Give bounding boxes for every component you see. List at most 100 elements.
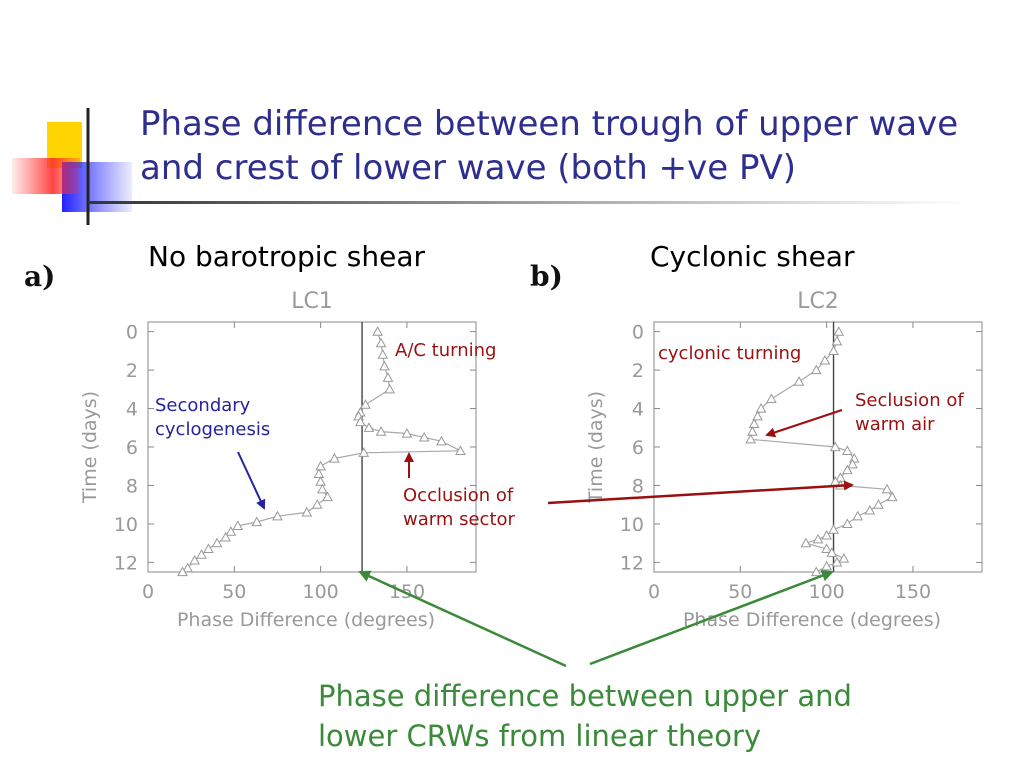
y-tick-label: 0 xyxy=(632,322,644,344)
data-point xyxy=(375,426,387,436)
panel-label-a: a) xyxy=(24,260,56,293)
y-tick-label: 10 xyxy=(114,514,138,536)
data-point xyxy=(377,349,389,359)
annotation-seclusion-line2: warm air xyxy=(855,414,935,435)
corner-decoration-icon xyxy=(12,108,140,225)
data-point xyxy=(375,337,387,348)
data-point xyxy=(752,410,763,421)
annotation-secondary-line1: Secondary xyxy=(155,395,251,416)
data-point xyxy=(881,483,893,494)
data-point xyxy=(384,383,396,394)
data-point xyxy=(401,428,413,438)
data-point xyxy=(360,399,371,409)
data-point xyxy=(220,531,232,542)
data-point xyxy=(745,433,757,444)
y-tick-label: 10 xyxy=(620,514,644,536)
data-point xyxy=(363,422,375,432)
data-point xyxy=(317,483,328,494)
data-point xyxy=(821,560,832,571)
data-point xyxy=(322,491,333,502)
data-point xyxy=(372,326,383,336)
annotation-secondary-cyclogenesis: Secondary cyclogenesis xyxy=(155,394,270,442)
data-point xyxy=(755,403,767,413)
x-tick-label: 0 xyxy=(142,581,154,603)
subtitle-left: No barotropic shear xyxy=(148,240,426,273)
y-axis-label: Time (days) xyxy=(585,391,607,504)
y-tick-label: 8 xyxy=(632,475,644,497)
data-point xyxy=(329,453,340,463)
y-tick-label: 2 xyxy=(632,360,644,382)
data-point xyxy=(873,499,884,509)
chart-title: LC2 xyxy=(797,289,839,314)
data-point xyxy=(829,441,841,452)
y-tick-label: 12 xyxy=(114,552,138,574)
subtitle-right: Cyclonic shear xyxy=(650,240,855,273)
data-point xyxy=(810,364,822,375)
data-point xyxy=(182,562,194,573)
series-line xyxy=(749,331,894,573)
y-tick-label: 12 xyxy=(620,552,644,574)
data-point xyxy=(800,537,812,548)
data-point xyxy=(225,526,237,536)
x-tick-label: 150 xyxy=(895,581,931,603)
data-point xyxy=(826,547,838,557)
data-point xyxy=(852,510,864,521)
data-point xyxy=(847,458,858,469)
x-tick-label: 100 xyxy=(302,581,338,603)
data-point xyxy=(379,360,390,371)
data-point xyxy=(812,533,824,544)
data-point xyxy=(821,543,832,554)
data-point xyxy=(819,354,831,365)
data-point xyxy=(313,468,325,479)
data-point xyxy=(232,520,244,530)
x-tick-label: 50 xyxy=(222,581,246,603)
annotation-seclusion-line1: Seclusion of xyxy=(855,390,964,411)
data-point xyxy=(864,504,876,515)
linear-theory-line2: lower CRWs from linear theory xyxy=(318,719,762,753)
data-point xyxy=(272,510,283,521)
data-point xyxy=(748,418,760,429)
x-axis-label: Phase Difference (degrees) xyxy=(177,609,435,631)
y-tick-label: 4 xyxy=(126,399,138,421)
x-axis-label: Phase Difference (degrees) xyxy=(683,609,941,631)
title-line-1: Phase difference between trough of upper… xyxy=(140,104,959,144)
chart-title: LC1 xyxy=(291,289,333,314)
linear-theory-note: Phase difference between upper and lower… xyxy=(318,676,918,756)
linear-theory-line1: Phase difference between upper and xyxy=(318,679,852,713)
annotation-occlusion-line2: warm sector xyxy=(403,509,515,530)
x-tick-label: 100 xyxy=(808,581,844,603)
data-point xyxy=(315,476,326,486)
data-point xyxy=(841,464,853,475)
data-point xyxy=(831,556,843,567)
data-point xyxy=(382,372,394,382)
annotation-occlusion: Occlusion of warm sector xyxy=(403,484,515,532)
data-point xyxy=(766,393,777,404)
panel-label-b: b) xyxy=(530,260,563,293)
data-point xyxy=(189,554,200,565)
data-point xyxy=(886,491,898,502)
data-point xyxy=(354,416,366,427)
data-point xyxy=(301,506,313,517)
annotation-occlusion-line1: Occlusion of xyxy=(403,485,514,506)
x-tick-label: 0 xyxy=(648,581,660,603)
x-tick-label: 50 xyxy=(728,581,752,603)
y-tick-label: 4 xyxy=(632,399,644,421)
data-point xyxy=(841,518,853,529)
data-point xyxy=(831,335,843,346)
y-tick-label: 6 xyxy=(126,437,138,459)
data-point xyxy=(793,376,805,386)
data-point xyxy=(315,460,326,471)
data-point xyxy=(177,566,188,577)
data-point xyxy=(841,445,853,455)
y-tick-label: 2 xyxy=(126,360,138,382)
data-point xyxy=(833,326,845,336)
title-line-2: and crest of lower wave (both +ve PV) xyxy=(140,148,796,188)
chart-lc2: LC2 0 50 100 150 0 2 4 6 8 10 12 Phase Difference (d… xyxy=(585,289,983,631)
data-point xyxy=(311,499,323,509)
title-underline xyxy=(88,201,968,204)
data-point xyxy=(196,549,207,559)
annotation-seclusion: Seclusion of warm air xyxy=(855,389,964,437)
data-point xyxy=(828,524,839,534)
y-tick-label: 8 xyxy=(126,475,138,497)
data-point xyxy=(418,431,430,442)
